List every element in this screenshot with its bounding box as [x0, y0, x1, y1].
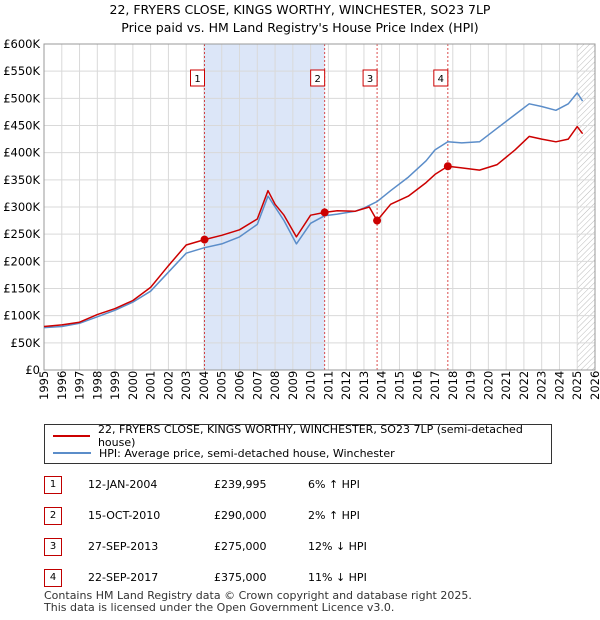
x-tick-label: 2006 [233, 371, 247, 400]
sale-point [200, 235, 209, 244]
x-tick-label: 2008 [268, 371, 282, 400]
sale-row: 1 12-JAN-2004 £239,995 6% ↑ HPI [44, 476, 544, 494]
chart-title: 22, FRYERS CLOSE, KINGS WORTHY, WINCHEST… [109, 2, 491, 17]
sale-price: £239,995 [214, 478, 267, 491]
sale-badge: 3 [44, 538, 62, 556]
legend-swatch-hpi [53, 452, 91, 454]
x-tick-label: 2001 [144, 371, 158, 400]
sale-row: 2 15-OCT-2010 £290,000 2% ↑ HPI [44, 507, 544, 525]
legend-label-hpi: HPI: Average price, semi-detached house,… [99, 446, 395, 460]
sale-point [320, 208, 329, 217]
sale-label-box [433, 69, 449, 87]
sale-label-number: 3 [367, 74, 373, 85]
sale-hpi-diff: 12% ↓ HPI [308, 540, 367, 553]
x-tick-label: 2026 [588, 371, 600, 400]
x-tick-label: 2020 [481, 371, 495, 400]
sale-hpi-diff: 2% ↑ HPI [308, 509, 360, 522]
x-tick-label: 2005 [215, 371, 229, 400]
sale-badge: 4 [44, 569, 62, 587]
price-chart: 1 2 3 4 £0 £50K £100K £150K £200K £250K £300K £350K… [3, 37, 600, 400]
y-tick-label: £200K [3, 254, 40, 268]
x-tick-label: 1996 [55, 371, 69, 400]
legend-item-property: 22, FRYERS CLOSE, KINGS WORTHY, WINCHEST… [53, 423, 551, 449]
plot-frame [43, 43, 596, 371]
y-tick-label: £250K [3, 227, 40, 241]
x-tick-label: 2025 [570, 371, 584, 400]
x-tick-label: 2012 [339, 371, 353, 400]
sale-date: 27-SEP-2013 [88, 540, 159, 553]
x-tick-label: 2002 [161, 371, 175, 400]
sale-label-number: 2 [314, 74, 320, 85]
legend-label-property: 22, FRYERS CLOSE, KINGS WORTHY, WINCHEST… [97, 423, 523, 449]
sale-price: £290,000 [214, 509, 267, 522]
sale-label-box [190, 69, 206, 87]
y-tick-label: £600K [3, 37, 40, 51]
x-tick-label: 1995 [37, 371, 51, 400]
x-tick-label: 2019 [464, 371, 478, 400]
x-tick-label: 2004 [197, 371, 211, 400]
x-tick-label: 2024 [552, 371, 566, 400]
sale-row: 3 27-SEP-2013 £275,000 12% ↓ HPI [44, 538, 544, 556]
sale-label-number: 1 [194, 74, 200, 85]
sale-point [373, 216, 382, 225]
footer-licence: This data is licensed under the Open Gov… [44, 601, 395, 614]
y-tick-label: £50K [11, 336, 41, 350]
sale-date: 22-SEP-2017 [88, 571, 159, 584]
x-tick-label: 2022 [517, 371, 531, 400]
x-tick-label: 2003 [179, 371, 193, 400]
x-tick-label: 2011 [321, 371, 335, 400]
x-tick-label: 2007 [250, 371, 264, 400]
sale-price: £275,000 [214, 540, 267, 553]
legend: 22, FRYERS CLOSE, KINGS WORTHY, WINCHEST… [44, 423, 552, 464]
sale-point [443, 162, 452, 171]
x-tick-label: 2021 [499, 371, 513, 400]
legend-swatch-property [53, 435, 90, 437]
sale-label-number: 4 [438, 74, 444, 85]
sale-label-box [362, 69, 378, 87]
sale-hpi-diff: 6% ↑ HPI [308, 478, 360, 491]
y-tick-label: £300K [3, 200, 40, 214]
x-tick-label: 2009 [286, 371, 300, 400]
sale-badge: 2 [44, 507, 62, 525]
footer: Contains HM Land Registry data © Crown c… [44, 590, 472, 614]
y-tick-label: £150K [3, 282, 40, 296]
x-tick-label: 1998 [90, 371, 104, 400]
y-tick-label: £550K [3, 64, 40, 78]
x-tick-label: 2017 [428, 371, 442, 400]
x-tick-label: 1999 [108, 371, 122, 400]
y-tick-label: £350K [3, 173, 40, 187]
x-tick-label: 2014 [375, 371, 389, 400]
y-tick-label: £0 [25, 363, 40, 377]
x-tick-label: 2013 [357, 371, 371, 400]
sale-row: 4 22-SEP-2017 £375,000 11% ↓ HPI [44, 569, 544, 587]
hpi-series-line [44, 92, 584, 329]
y-tick-label: £450K [3, 119, 40, 133]
sale-label-box [310, 69, 326, 87]
x-tick-label: 2018 [446, 371, 460, 400]
chart-subtitle: Price paid vs. HM Land Registry's House … [121, 20, 479, 35]
y-tick-label: £500K [3, 91, 40, 105]
y-tick-label: £400K [3, 146, 40, 160]
x-tick-label: 2000 [126, 371, 140, 400]
legend-item-hpi: HPI: Average price, semi-detached house,… [53, 445, 395, 461]
x-tick-label: 2023 [535, 371, 549, 400]
x-tick-label: 2016 [410, 371, 424, 400]
x-tick-label: 2010 [304, 371, 318, 400]
property-series-line [44, 125, 584, 328]
sale-hpi-diff: 11% ↓ HPI [308, 571, 367, 584]
sale-date: 12-JAN-2004 [88, 478, 158, 491]
sale-date: 15-OCT-2010 [88, 509, 161, 522]
footer-copyright: Contains HM Land Registry data © Crown c… [44, 589, 472, 602]
sale-badge: 1 [44, 476, 62, 494]
y-tick-label: £100K [3, 309, 40, 323]
x-tick-label: 2015 [392, 371, 406, 400]
x-tick-label: 1997 [73, 371, 87, 400]
sale-price: £375,000 [214, 571, 267, 584]
